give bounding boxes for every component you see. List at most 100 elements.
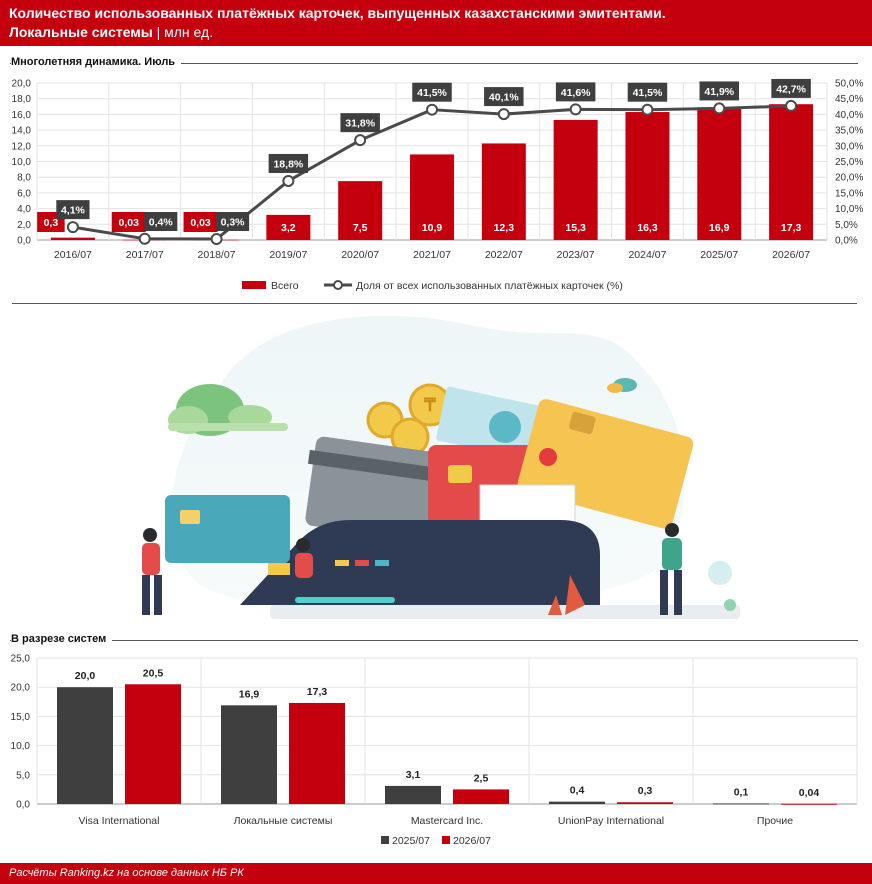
y-tick-label: 6,0 [17,188,31,199]
bar-2025 [221,705,277,804]
share-label-box [699,81,740,101]
payment-illustration: ₸ [142,315,740,619]
svg-text:₸: ₸ [423,395,436,415]
bar-total [266,214,311,240]
legend-swatch-total [242,281,266,289]
top-chart: 0,0 2,0 4,0 6,0 8,0 10,0 12,0 14,0 16,0 18,0 20,0 0… [12,78,864,293]
subtitle-separator: | [152,24,165,40]
bar-2025 [385,785,441,804]
share-label-box [215,212,250,231]
person-sitting-icon [268,538,313,578]
x-tick-label: UnionPay International [558,815,664,827]
blue-card-icon [165,495,290,563]
header-banner: Количество использованных платёжных карт… [0,0,872,46]
y-tick-label: 25,0 [11,654,31,665]
share-point [785,99,798,112]
bar-value-label: 17,3 [781,222,802,234]
bar-value-label: 2,5 [474,772,489,784]
top-section-rule [10,63,858,64]
banknote-icon [436,386,555,463]
bar-total [338,181,383,240]
bar-value-label: 0,3 [638,785,653,797]
legend-swatch-2026 [442,836,450,844]
bar-value-label: 20,5 [143,667,164,679]
legend-label-share: Доля от всех использованных платёжных ка… [356,280,623,292]
bar-total [625,112,670,240]
share-point [497,108,510,121]
middle-divider [12,303,857,304]
bar-2025 [549,801,605,804]
bar-2025 [713,803,769,805]
share-value-label: 41,5% [417,87,447,99]
x-tick-label: 2017/07 [126,249,164,261]
share-label-box [627,82,668,102]
lamp-icon [708,561,736,611]
bar-value-label: 16,9 [709,222,730,234]
y-tick-label: 12,0 [12,141,32,152]
share-label-box [484,87,524,107]
share-value-label: 0,3% [221,217,246,229]
y-tick-label: 5,0 [16,770,30,781]
bar-value-label: 0,03 [119,217,140,229]
bar-total [769,104,814,240]
bar-value-label: 12,3 [494,222,515,234]
plant-icon [548,575,585,615]
bottom-section-title: В разрезе систем [11,633,113,645]
share-label-box [144,212,178,231]
share-point [210,233,223,246]
pos-terminal-icon [240,520,740,619]
bar-total [553,119,598,240]
bar-value-label: 3,1 [406,769,421,781]
share-label-box [771,78,811,98]
cloud-right-icon [607,378,637,393]
bar-value-label: 10,9 [422,222,443,234]
legend-label-2026: 2026/07 [453,835,491,847]
bottom-section-rule [10,640,858,641]
bar-total [697,107,742,241]
share-value-label: 31,8% [345,118,375,130]
footer-banner: Расчёты Ranking.kz на основе данных НБ Р… [0,863,872,884]
bar-value-label: 15,3 [565,222,586,234]
bar-total [410,154,454,240]
x-tick-label: 2019/07 [269,249,307,261]
share-label-box [268,153,309,173]
y-tick-label: 20,0 [12,79,32,90]
x-tick-label: Mastercard Inc. [411,815,483,827]
bar-value-label: 0,04 [799,787,820,799]
person-left-icon [142,528,162,615]
y-tick-label: 16,0 [12,110,32,121]
y-tick-label: 10,0 [11,741,31,752]
y2-tick-label: 0,0% [835,236,858,247]
coins-icon: ₸ [366,383,452,457]
share-label-box [56,200,90,220]
share-value-label: 41,5% [633,87,663,99]
y-tick-label: 0,0 [17,236,31,247]
bar-total [50,237,95,240]
x-tick-label: 2023/07 [557,249,595,261]
share-point [138,232,151,245]
legend-swatch-2025 [381,836,389,844]
share-value-label: 41,9% [704,86,734,98]
y-tick-label: 15,0 [11,712,31,723]
top-section-title: Многолетняя динамика. Июль [11,56,182,68]
y2-tick-label: 10,0% [835,204,863,215]
bar-2026 [781,803,837,805]
share-label-box [555,82,596,102]
y2-tick-label: 35,0% [835,126,863,137]
person-right-icon [660,523,682,615]
y2-tick-label: 20,0% [835,173,863,184]
x-tick-label: 2020/07 [341,249,379,261]
x-tick-label: 2022/07 [485,249,523,261]
bar-2025 [57,687,113,804]
x-tick-label: 2016/07 [54,249,92,261]
y-tick-label: 8,0 [17,173,31,184]
share-value-label: 42,7% [776,83,806,95]
bar-2026 [453,789,509,804]
bar-value-label: 0,4 [570,785,585,797]
legend-label-2025: 2025/07 [392,835,430,847]
bar-value-label: 7,5 [353,222,368,234]
y-tick-label: 10,0 [12,157,32,168]
bar-label-box [111,212,146,232]
share-value-label: 40,1% [489,92,519,104]
share-value-label: 0,4% [149,217,174,229]
